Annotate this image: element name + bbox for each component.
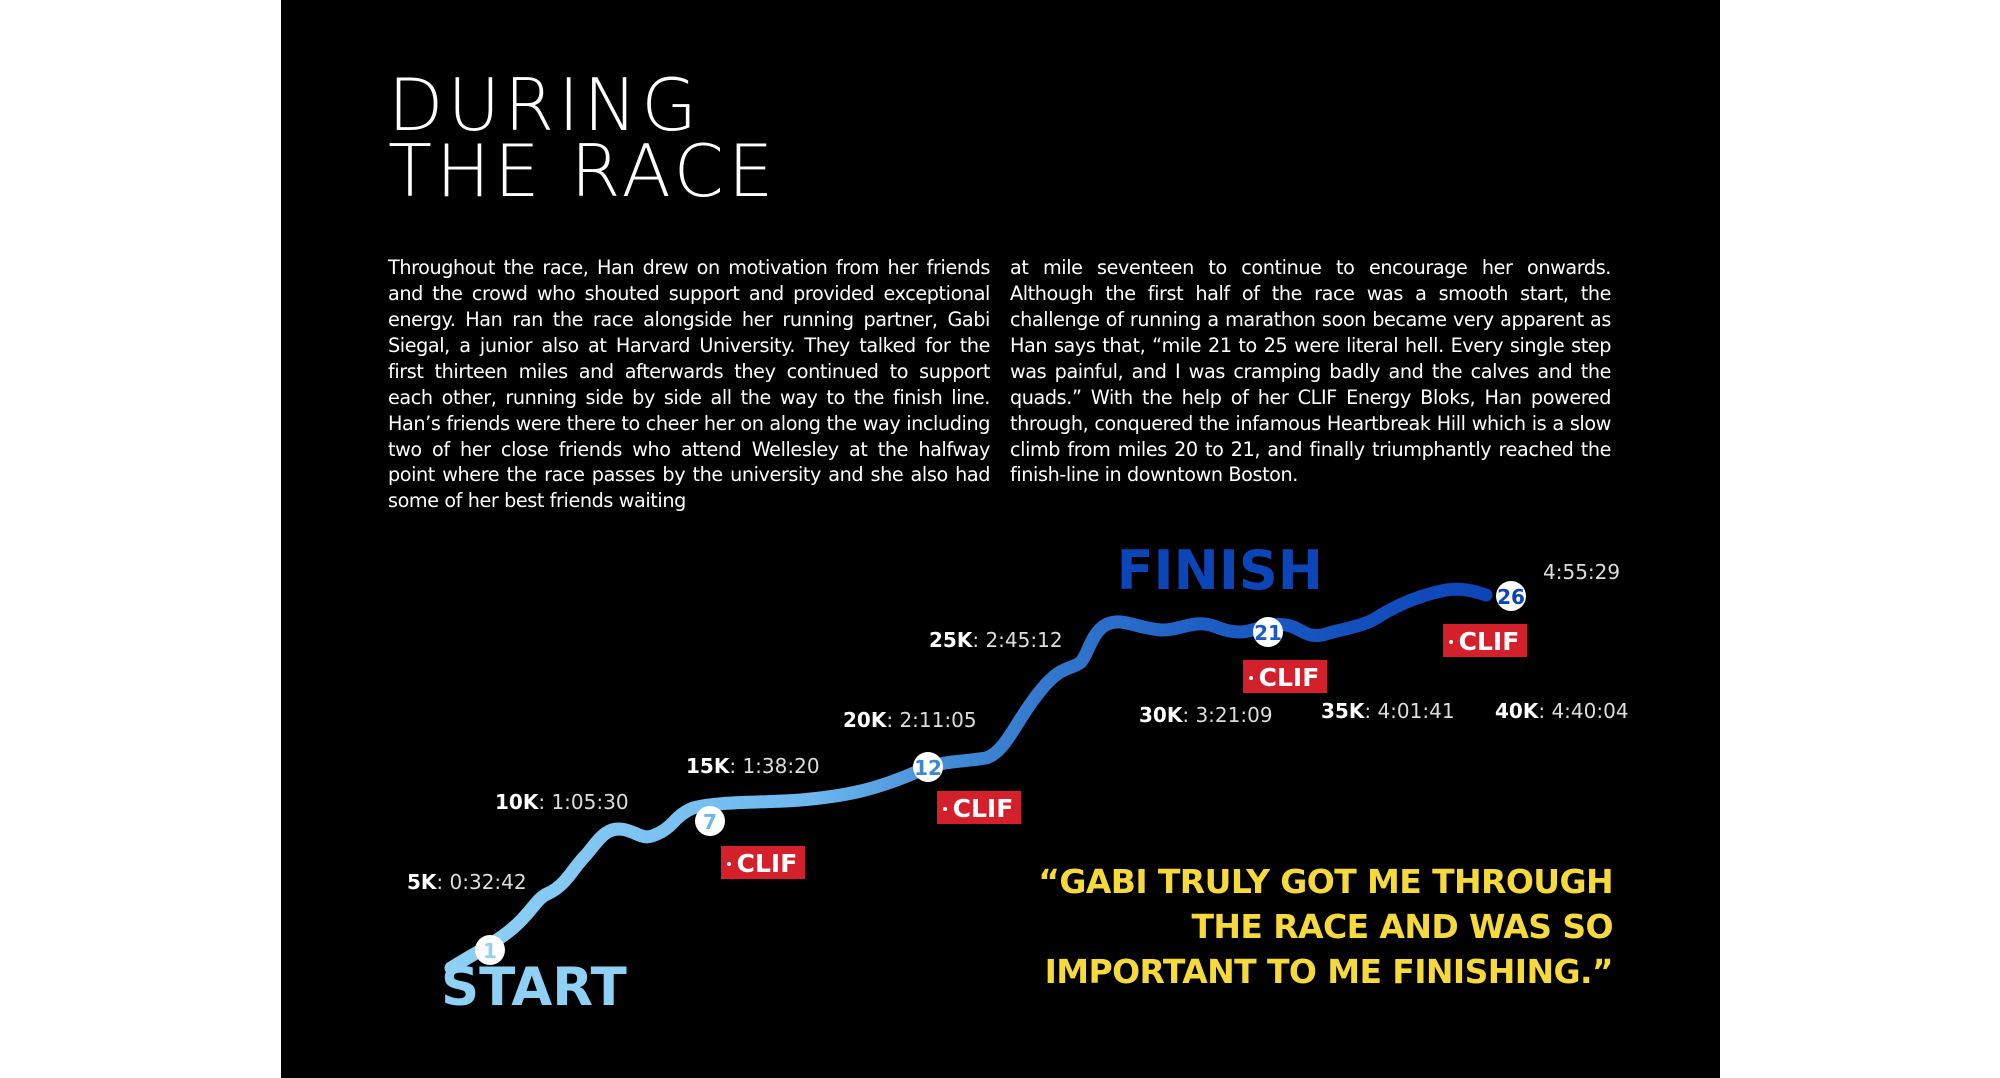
quote-line-1: “GABI TRULY GOT ME THROUGH [1038,862,1613,901]
clif-badge-2: CLIF [937,791,1021,824]
title-line-1: DURING [388,63,702,147]
finish-time: 4:55:29 [1543,560,1620,584]
split-10k: 10K: 1:05:30 [495,790,629,814]
clif-badge-1-label: CLIF [737,849,798,878]
pull-quote: “GABI TRULY GOT ME THROUGH THE RACE AND … [973,859,1613,994]
start-label: START [441,957,627,1018]
clif-badge-4-label: CLIF [1459,627,1520,656]
mile-marker-26-label: 26 [1497,585,1525,609]
mile-marker-1-label: 1 [483,939,497,963]
split-20k: 20K: 2:11:05 [843,708,977,732]
split-25k: 25K: 2:45:12 [929,628,1063,652]
body-column-2: at mile seventeen to continue to encoura… [1010,256,1611,487]
clif-badge-3: CLIF [1243,660,1327,693]
clif-badge-4: CLIF [1443,624,1527,657]
split-5k: 5K: 0:32:42 [407,870,527,894]
split-30k: 30K: 3:21:09 [1139,703,1273,727]
clif-badge-1: CLIF [721,846,805,879]
mile-marker-7-label: 7 [703,810,717,834]
finish-label: FINISH [1117,539,1323,602]
split-35k: 35K: 4:01:41 [1321,699,1455,723]
mile-marker-12: 12 [913,752,943,782]
mile-marker-12-label: 12 [914,756,942,780]
quote-line-3: IMPORTANT TO ME FINISHING.” [1044,952,1614,991]
route-line [444,582,1493,975]
clif-badge-2-label: CLIF [953,794,1014,823]
mile-marker-21: 21 [1253,617,1283,647]
split-15k: 15K: 1:38:20 [686,754,820,778]
clif-badge-3-label: CLIF [1259,663,1320,692]
body-column-1: Throughout the race, Han drew on motivat… [388,256,990,513]
page-title: DURING THE RACE [388,63,778,213]
mile-marker-21-label: 21 [1254,621,1282,645]
mile-marker-1: 1 [475,935,505,965]
magazine-page: DURING THE RACE Throughout the race, Han… [281,0,1720,1078]
race-course-map: FINISH START 1 7 12 21 26 5K: 0:32:42 10… [407,539,1629,1018]
split-40k: 40K: 4:40:04 [1495,699,1629,723]
quote-line-2: THE RACE AND WAS SO [1191,907,1613,946]
title-line-2: THE RACE [388,129,778,213]
mile-marker-7: 7 [695,806,725,836]
mile-marker-26: 26 [1496,581,1526,611]
